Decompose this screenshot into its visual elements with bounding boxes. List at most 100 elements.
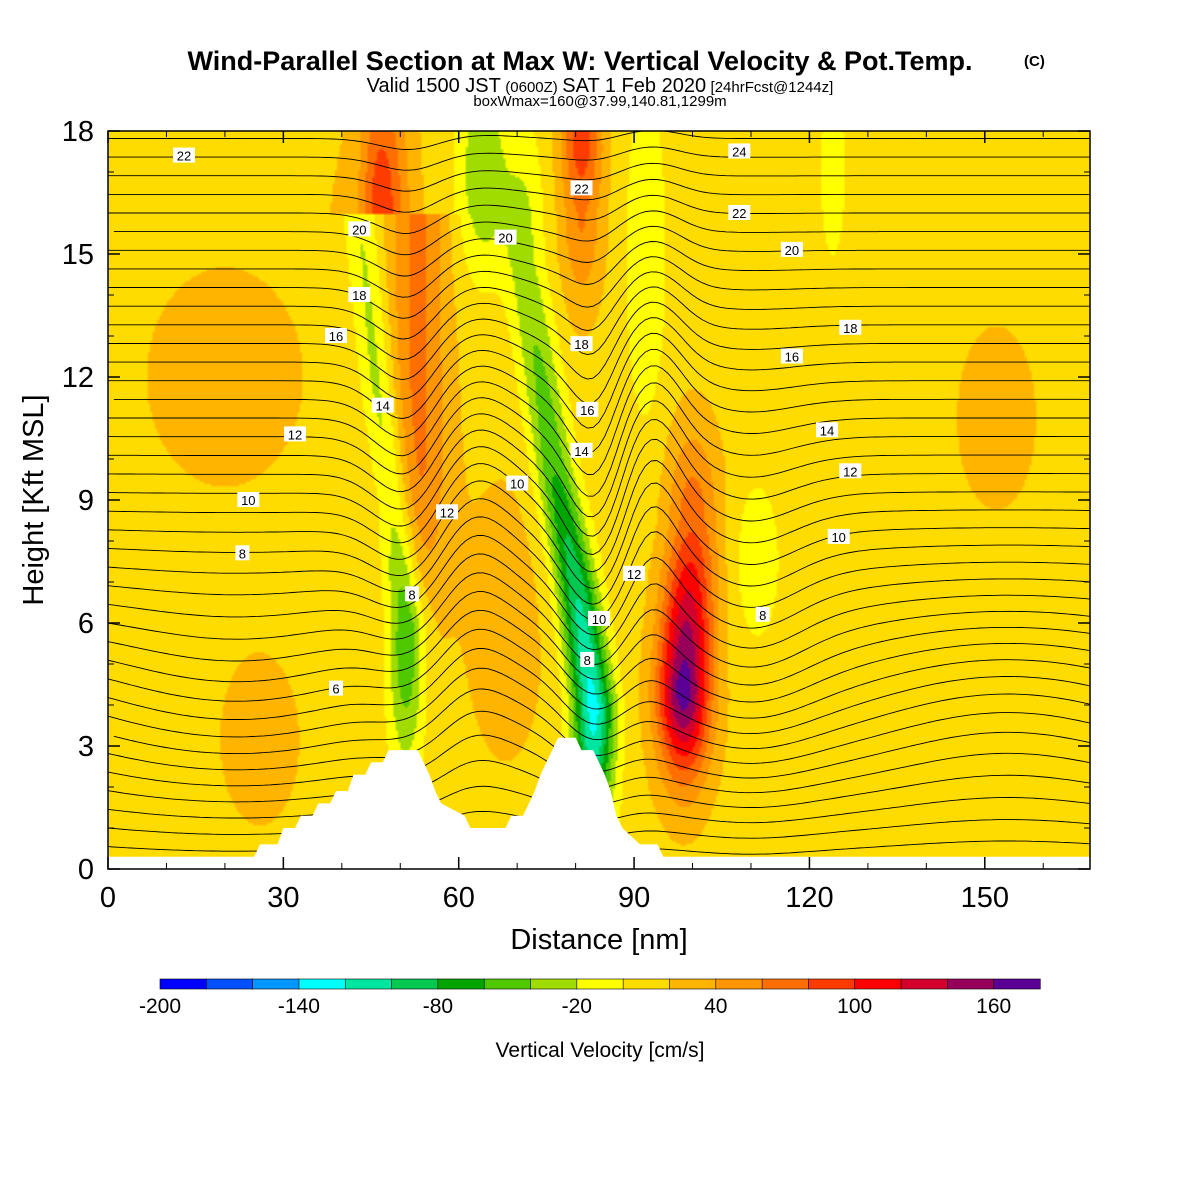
contour-label: 12 <box>839 463 862 479</box>
svg-text:10: 10 <box>592 612 606 627</box>
svg-text:18: 18 <box>843 321 857 336</box>
svg-text:16: 16 <box>785 350 799 365</box>
svg-text:10: 10 <box>831 530 845 545</box>
svg-text:14: 14 <box>820 423 834 438</box>
svg-text:18: 18 <box>574 337 588 352</box>
svg-text:20: 20 <box>352 222 366 237</box>
y-tick-label: 9 <box>78 485 94 517</box>
y-tick-label: 6 <box>78 608 94 640</box>
forecast-tag: [24hrFcst@1244z] <box>711 79 834 96</box>
valid-zulu: (0600Z) <box>505 79 558 96</box>
copyright-mark: (C) <box>1024 53 1045 70</box>
colorbar-swatch <box>437 978 485 990</box>
contour-label: 18 <box>839 319 862 336</box>
colorbar-tick-label: -80 <box>423 995 453 1018</box>
svg-text:12: 12 <box>627 567 641 582</box>
svg-text:12: 12 <box>843 464 857 479</box>
valid-date: SAT 1 Feb 2020 <box>562 75 706 97</box>
colorbar-tick-label: 160 <box>976 995 1011 1018</box>
colorbar-swatch <box>715 978 763 990</box>
vertical-velocity-field <box>108 131 1090 869</box>
svg-text:12: 12 <box>440 505 454 520</box>
contour-label: 14 <box>570 442 593 459</box>
colorbar-tick-label: 100 <box>837 995 872 1018</box>
contour-label: 12 <box>436 504 458 520</box>
colorbar-swatch <box>947 978 995 990</box>
plot-area: 6 8 8 8 8 10 10 10 10 12 12 12 12 14 14 14 16 16 16 18 18 18 2… <box>108 131 1090 869</box>
colorbar-swatch <box>854 978 902 990</box>
y-tick-label: 15 <box>62 239 94 271</box>
contour-label: 14 <box>816 422 838 438</box>
colorbar-swatch <box>391 978 439 990</box>
contour-label: 20 <box>780 241 803 258</box>
svg-text:18: 18 <box>352 288 366 303</box>
svg-text:22: 22 <box>732 206 746 221</box>
colorbar-swatch <box>576 978 624 990</box>
x-tick-label: 60 <box>443 882 475 914</box>
y-tick-label: 3 <box>78 731 94 763</box>
contour-label: 18 <box>348 287 371 303</box>
svg-text:20: 20 <box>785 243 799 258</box>
x-axis-label: Distance [nm] <box>510 924 687 956</box>
contour-label: 24 <box>728 143 751 160</box>
svg-text:16: 16 <box>329 329 343 344</box>
svg-text:22: 22 <box>177 149 191 164</box>
colorbar-swatch <box>622 978 671 990</box>
contour-label: 8 <box>580 651 595 668</box>
svg-text:22: 22 <box>574 181 588 196</box>
svg-text:14: 14 <box>574 444 588 459</box>
contour-label: 16 <box>780 348 803 365</box>
contour-label: 10 <box>506 475 529 492</box>
contour-label: 22 <box>728 205 751 221</box>
contour-label: 14 <box>371 397 394 414</box>
contour-label: 18 <box>570 336 593 352</box>
y-axis-label: Height [Kft MSL] <box>18 394 50 605</box>
x-tick-label: 120 <box>785 882 833 914</box>
svg-text:12: 12 <box>288 427 302 442</box>
x-tick-label: 30 <box>267 882 299 914</box>
contour-label: 6 <box>329 680 343 697</box>
x-tick-label: 90 <box>618 882 650 914</box>
svg-text:10: 10 <box>510 477 524 492</box>
svg-text:8: 8 <box>759 608 766 623</box>
colorbar-swatch <box>761 978 810 990</box>
svg-text:20: 20 <box>498 231 512 246</box>
colorbar-tick-label: -140 <box>278 995 320 1018</box>
colorbar-tick-label: -200 <box>139 995 181 1018</box>
svg-text:8: 8 <box>584 653 591 668</box>
theta-contour-labels: 6 8 8 8 8 10 10 10 10 12 12 12 12 14 14 14 16 16 16 18 18 18 2… <box>173 143 862 697</box>
svg-text:8: 8 <box>408 587 415 602</box>
contour-label: 8 <box>235 545 250 561</box>
colorbar: -200 -140 -80 -20 40 100 160 <box>139 978 1041 1018</box>
contour-label: 8 <box>405 586 419 602</box>
chart-title: Wind-Parallel Section at Max W: Vertical… <box>188 46 973 76</box>
axis-ticks: 0 30 60 90 120 150 0 3 6 9 12 15 18 <box>62 116 1090 914</box>
contour-label: 8 <box>755 606 770 623</box>
contour-label: 22 <box>173 147 195 164</box>
svg-text:14: 14 <box>375 399 389 414</box>
contour-label: 12 <box>623 565 646 582</box>
colorbar-swatch <box>808 978 856 990</box>
contour-label: 20 <box>494 229 517 246</box>
valid-time-line: Valid 1500 JST (0600Z) SAT 1 Feb 2020 [2… <box>367 75 834 97</box>
contour-label: 20 <box>348 221 371 237</box>
x-tick-label: 150 <box>961 882 1009 914</box>
contour-label: 10 <box>237 492 260 508</box>
colorbar-swatch <box>530 978 578 990</box>
colorbar-swatch <box>252 978 300 990</box>
contour-label: 16 <box>325 328 347 344</box>
colorbar-swatch <box>483 978 532 990</box>
terrain <box>108 737 1090 869</box>
svg-text:24: 24 <box>732 145 746 160</box>
boxmax-line: boxWmax=160@37.99,140.81,1299m <box>473 93 726 110</box>
colorbar-swatch <box>900 978 948 990</box>
colorbar-swatch <box>206 978 254 990</box>
contour-label: 22 <box>570 180 593 196</box>
x-tick-label: 0 <box>100 882 116 914</box>
svg-text:10: 10 <box>241 493 255 508</box>
contour-label: 12 <box>284 426 306 442</box>
svg-text:6: 6 <box>332 682 339 697</box>
contour-label: 16 <box>576 401 599 418</box>
colorbar-swatch <box>993 978 1041 990</box>
